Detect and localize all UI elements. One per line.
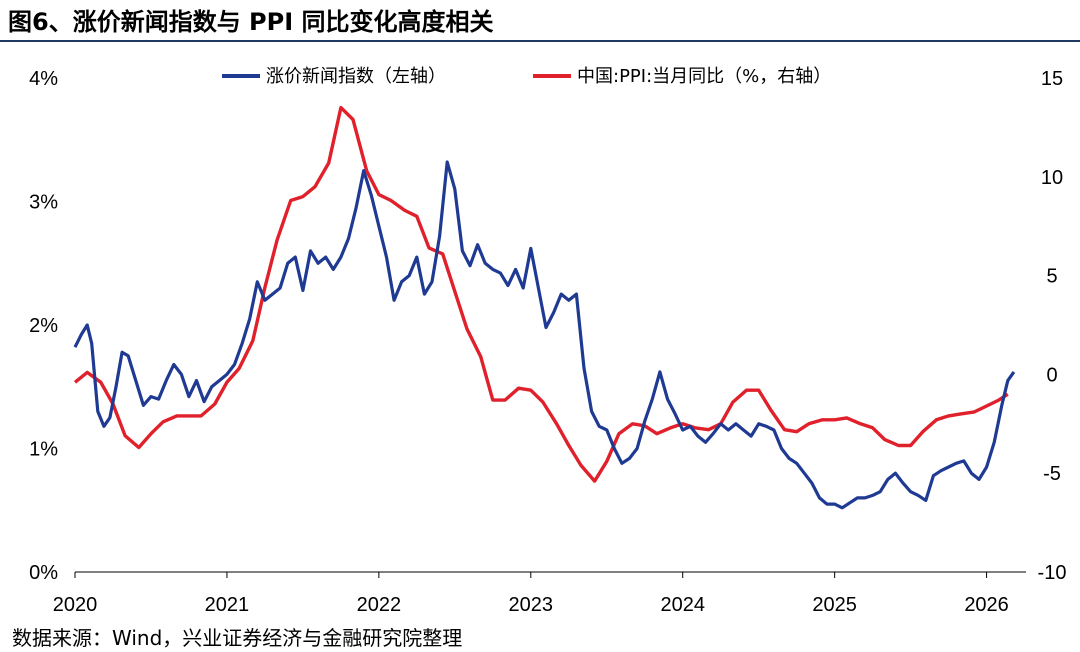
left-tick-label: 3% [29, 192, 58, 214]
x-tick-label: 2020 [53, 594, 98, 616]
x-axis: 2020 2021 2022 2023 2024 2025 2026 [53, 571, 1026, 616]
series-line-news-index [73, 160, 1016, 510]
legend: 涨价新闻指数（左轴） 中国:PPI:当月同比（%，右轴） [222, 66, 831, 87]
right-tick-label: 0 [1046, 364, 1057, 386]
title-rule [0, 40, 1080, 42]
right-tick-label: -10 [1038, 562, 1067, 584]
left-tick-label: 0% [29, 562, 58, 584]
left-axis-ticks: 0% 1% 2% 3% 4% [29, 68, 58, 584]
x-tick-label: 2023 [509, 594, 554, 616]
legend-label-ppi: 中国:PPI:当月同比（%，右轴） [577, 66, 831, 87]
figure-title: 图6、涨价新闻指数与 PPI 同比变化高度相关 [8, 8, 494, 36]
left-tick-label: 4% [29, 68, 58, 90]
x-tick-label: 2026 [964, 594, 1009, 616]
left-tick-label: 1% [29, 439, 58, 461]
x-tick-label: 2022 [357, 594, 402, 616]
right-axis-ticks: -10 -5 0 5 10 15 [1038, 68, 1067, 584]
right-tick-label: 15 [1041, 68, 1063, 90]
legend-label-news-index: 涨价新闻指数（左轴） [266, 66, 446, 87]
left-tick-label: 2% [29, 315, 58, 337]
source-note: 数据来源：Wind，兴业证券经济与金融研究院整理 [12, 626, 463, 650]
x-tick-label: 2021 [205, 594, 250, 616]
series-line-ppi [73, 105, 1009, 483]
right-tick-label: 5 [1046, 266, 1057, 288]
series-layer [73, 105, 1016, 510]
right-tick-label: -5 [1043, 463, 1061, 485]
x-tick-label: 2025 [812, 594, 857, 616]
right-tick-label: 10 [1041, 167, 1063, 189]
x-tick-label: 2024 [660, 594, 705, 616]
